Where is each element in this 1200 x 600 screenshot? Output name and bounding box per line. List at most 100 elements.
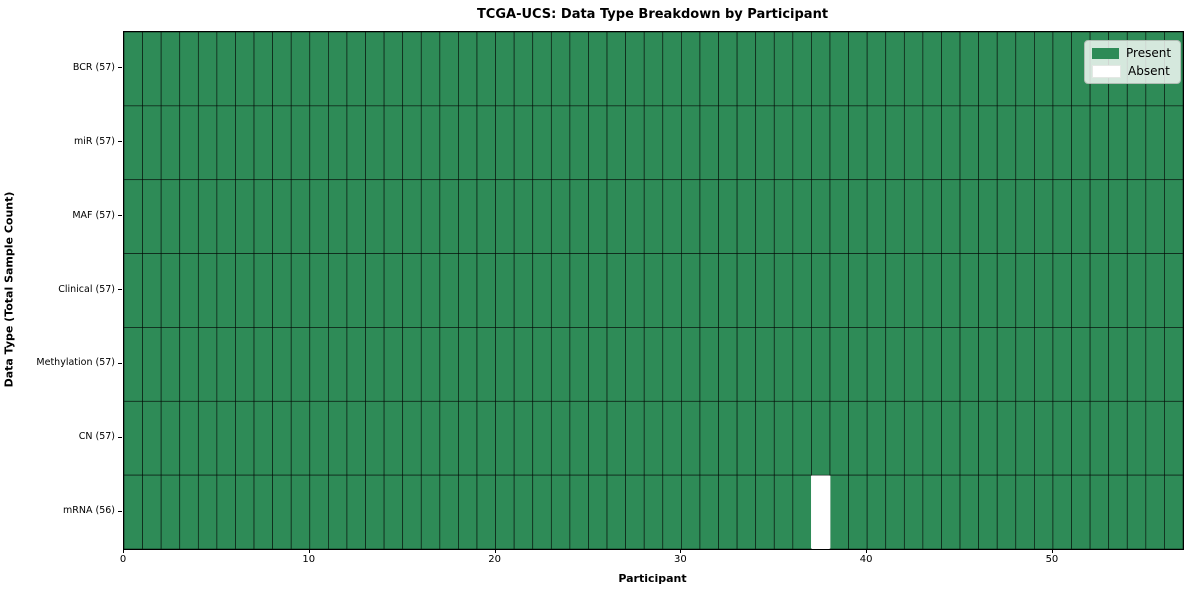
heatmap-cell bbox=[532, 253, 552, 328]
heatmap-cell bbox=[216, 179, 236, 254]
heatmap-cell bbox=[959, 253, 979, 328]
heatmap-cell bbox=[941, 179, 961, 254]
heatmap-cell bbox=[866, 179, 887, 254]
heatmap-cell bbox=[495, 253, 515, 328]
heatmap-cell bbox=[1015, 105, 1035, 181]
heatmap-cell bbox=[903, 32, 924, 107]
heatmap-cell bbox=[718, 253, 738, 328]
heatmap-cell bbox=[718, 105, 738, 181]
heatmap-cell bbox=[365, 474, 385, 549]
heatmap-cell bbox=[179, 105, 199, 181]
heatmap-cell bbox=[643, 474, 664, 549]
heatmap-cell bbox=[495, 105, 515, 181]
heatmap-cell bbox=[959, 474, 979, 549]
heatmap-cell bbox=[662, 32, 682, 107]
heatmap-cell bbox=[643, 179, 664, 254]
heatmap-cell bbox=[996, 32, 1017, 107]
heatmap-cell bbox=[569, 400, 589, 476]
heatmap-cell bbox=[681, 32, 701, 107]
heatmap-cell bbox=[235, 253, 255, 328]
heatmap-cell bbox=[476, 105, 496, 181]
heatmap-cell bbox=[365, 105, 385, 181]
heatmap-cell bbox=[755, 105, 775, 181]
y-tick-mark bbox=[118, 141, 122, 143]
heatmap-cell bbox=[866, 327, 887, 402]
heatmap-cell bbox=[978, 105, 998, 181]
heatmap-cell bbox=[643, 105, 664, 181]
heatmap-cell bbox=[142, 474, 162, 549]
heatmap-cell bbox=[681, 105, 701, 181]
heatmap-cell bbox=[253, 253, 273, 328]
heatmap-cell bbox=[290, 327, 311, 402]
heatmap-cell bbox=[253, 474, 273, 549]
heatmap-cell bbox=[848, 105, 868, 181]
heatmap-cell bbox=[959, 400, 979, 476]
heatmap-cell bbox=[1071, 327, 1091, 402]
heatmap-cell bbox=[383, 327, 404, 402]
heatmap-cell bbox=[1071, 400, 1091, 476]
heatmap-cell bbox=[550, 327, 571, 402]
heatmap-cell bbox=[290, 253, 311, 328]
heatmap-cell bbox=[792, 400, 812, 476]
heatmap-cell bbox=[885, 105, 905, 181]
y-tick-label: BCR (57) bbox=[72, 61, 115, 73]
heatmap-cell bbox=[699, 400, 719, 476]
heatmap-cell bbox=[866, 474, 887, 549]
heatmap-cell bbox=[142, 400, 162, 476]
heatmap-cell bbox=[346, 105, 366, 181]
heatmap-cell bbox=[1145, 105, 1165, 181]
heatmap-cell bbox=[124, 179, 143, 254]
heatmap-cell bbox=[811, 105, 831, 181]
heatmap-cell bbox=[513, 327, 534, 402]
heatmap-cell bbox=[773, 400, 794, 476]
heatmap-cell bbox=[476, 327, 496, 402]
heatmap-cell bbox=[458, 32, 478, 107]
legend-item-present: Present bbox=[1092, 46, 1171, 60]
heatmap-cell bbox=[328, 327, 348, 402]
heatmap-cell bbox=[811, 253, 831, 328]
heatmap-cell bbox=[179, 179, 199, 254]
heatmap-cell bbox=[476, 400, 496, 476]
y-tick-mark bbox=[118, 289, 122, 290]
heatmap-cell bbox=[346, 32, 366, 107]
heatmap-cell bbox=[1164, 253, 1183, 328]
heatmap-cell bbox=[495, 474, 515, 549]
heatmap-cell bbox=[513, 474, 534, 549]
x-tick-mark bbox=[1051, 549, 1053, 553]
heatmap-cell bbox=[1034, 327, 1054, 402]
heatmap-cell bbox=[755, 474, 775, 549]
heatmap-cell bbox=[476, 32, 496, 107]
heatmap-cell bbox=[699, 474, 719, 549]
y-tick-mark bbox=[118, 362, 122, 364]
heatmap-cell bbox=[253, 327, 273, 402]
heatmap-cell bbox=[160, 327, 181, 402]
heatmap-cell bbox=[1126, 327, 1147, 402]
heatmap-cell bbox=[235, 105, 255, 181]
heatmap-cell bbox=[216, 327, 236, 402]
heatmap-cell bbox=[829, 32, 849, 107]
heatmap-cell bbox=[978, 474, 998, 549]
legend: Present Absent bbox=[1084, 40, 1182, 84]
heatmap-cell bbox=[402, 105, 422, 181]
heatmap-cell bbox=[160, 179, 181, 254]
heatmap-cell bbox=[1126, 253, 1147, 328]
heatmap-cell bbox=[402, 474, 422, 549]
heatmap-cell bbox=[718, 179, 738, 254]
heatmap-cell bbox=[550, 105, 571, 181]
heatmap-cell bbox=[866, 105, 887, 181]
heatmap-cell bbox=[513, 179, 534, 254]
heatmap-cell bbox=[569, 105, 589, 181]
heatmap-cell bbox=[699, 253, 719, 328]
heatmap-cell bbox=[365, 253, 385, 328]
legend-label-absent: Absent bbox=[1128, 64, 1170, 78]
heatmap-cell bbox=[197, 327, 218, 402]
y-tick-label: mRNA (56) bbox=[63, 505, 115, 517]
heatmap-cell bbox=[811, 400, 831, 476]
heatmap-cell bbox=[1071, 105, 1091, 181]
heatmap-cell bbox=[290, 474, 311, 549]
heatmap-cell bbox=[978, 253, 998, 328]
heatmap-cell bbox=[792, 179, 812, 254]
heatmap-cell bbox=[216, 105, 236, 181]
heatmap-cell bbox=[1034, 474, 1054, 549]
